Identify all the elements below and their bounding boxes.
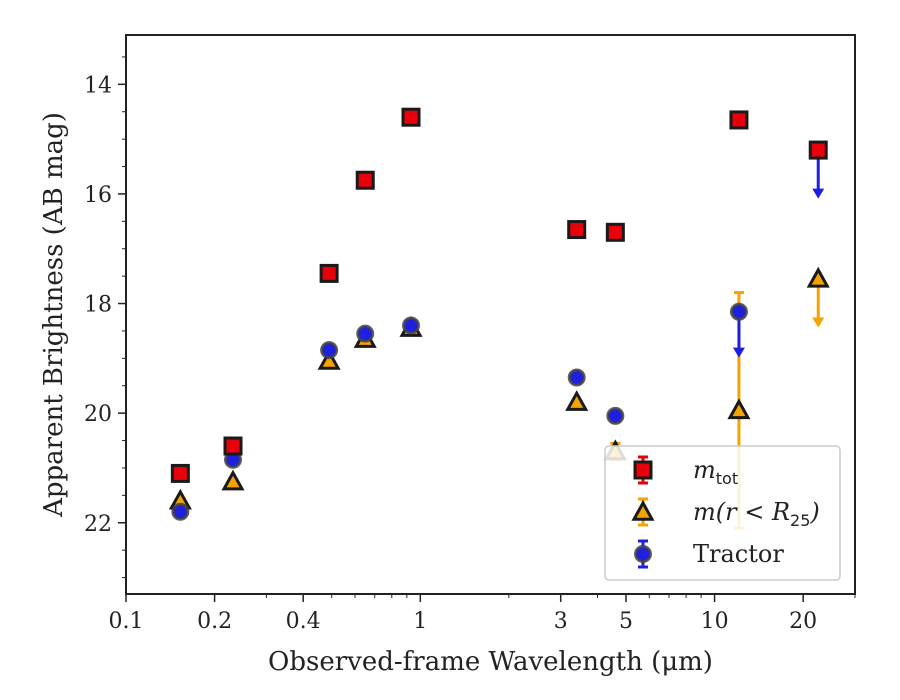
x-tick-label: 3	[554, 609, 568, 634]
legend-label: mtot	[693, 456, 738, 488]
legend-box	[604, 445, 841, 581]
y-axis-label: Apparent Brightness (AB mag)	[39, 112, 69, 518]
data-point-triangle	[221, 469, 245, 491]
data-point-square	[605, 222, 625, 242]
series-circle	[171, 141, 828, 521]
x-axis: 0.1 0.2 0.4 1 3 5 10 20	[109, 594, 856, 634]
legend-item: Tractor	[634, 539, 784, 569]
x-tick-label: 0.4	[286, 609, 321, 634]
upper-limit-arrow	[732, 347, 745, 358]
data-point-triangle	[565, 390, 589, 411]
x-tick-label: 20	[789, 609, 817, 634]
legend-label-subscript: tot	[716, 469, 738, 488]
legend-label: Tractor	[693, 540, 784, 568]
legend-item: m(r < R25)	[631, 497, 820, 530]
x-axis-label: Observed-frame Wavelength (μm)	[268, 647, 713, 677]
legend-marker-circle	[634, 545, 652, 563]
data-point-square	[729, 110, 749, 130]
legend-label: m(r < R25)	[693, 498, 820, 530]
y-tick-label: 14	[84, 73, 112, 98]
x-tick-label: 1	[413, 609, 427, 634]
data-point-circle	[729, 302, 748, 321]
data-point-circle	[356, 324, 375, 343]
legend-label-main: m	[693, 456, 716, 484]
data-point-circle	[567, 368, 586, 387]
data-point-circle	[320, 341, 339, 360]
y-axis: 14 16 18 20 22	[84, 56, 126, 579]
y-tick-label: 16	[84, 183, 112, 208]
data-point-circle	[171, 502, 190, 521]
data-point-circle	[402, 316, 421, 335]
y-tick-label: 22	[84, 512, 112, 537]
y-tick-label: 20	[84, 402, 112, 427]
data-point-triangle	[727, 398, 751, 420]
legend-item: mtot	[633, 455, 738, 488]
upper-limit-arrow	[812, 188, 825, 199]
legend-label-rest: )	[809, 498, 819, 526]
data-point-triangle	[806, 266, 830, 288]
data-point-square	[355, 170, 375, 190]
upper-limit-arrow	[812, 317, 825, 328]
data-point-square	[170, 463, 190, 483]
legend-marker-triangle	[631, 499, 655, 521]
x-tick-label: 5	[619, 609, 633, 634]
y-tick-label: 18	[84, 293, 112, 318]
data-point-square	[567, 220, 587, 240]
x-tick-label: 0.1	[109, 609, 144, 634]
data-point-square	[401, 107, 421, 127]
legend-marker-square	[633, 460, 653, 480]
data-point-triangle	[317, 348, 341, 370]
legend: mtot m(r < R25) Tractor	[604, 445, 841, 581]
legend-label-main: Tractor	[693, 540, 784, 568]
legend-label-subscript: 25	[790, 511, 810, 530]
data-point-circle	[606, 406, 625, 425]
data-point-square	[808, 140, 828, 160]
x-tick-label: 10	[701, 609, 729, 634]
data-point-square	[319, 263, 339, 283]
series-square	[170, 107, 828, 483]
data-point-square	[223, 436, 243, 456]
x-tick-label: 0.2	[197, 609, 232, 634]
plot-frame	[125, 34, 856, 595]
legend-label-main: m(r < R	[693, 498, 790, 526]
